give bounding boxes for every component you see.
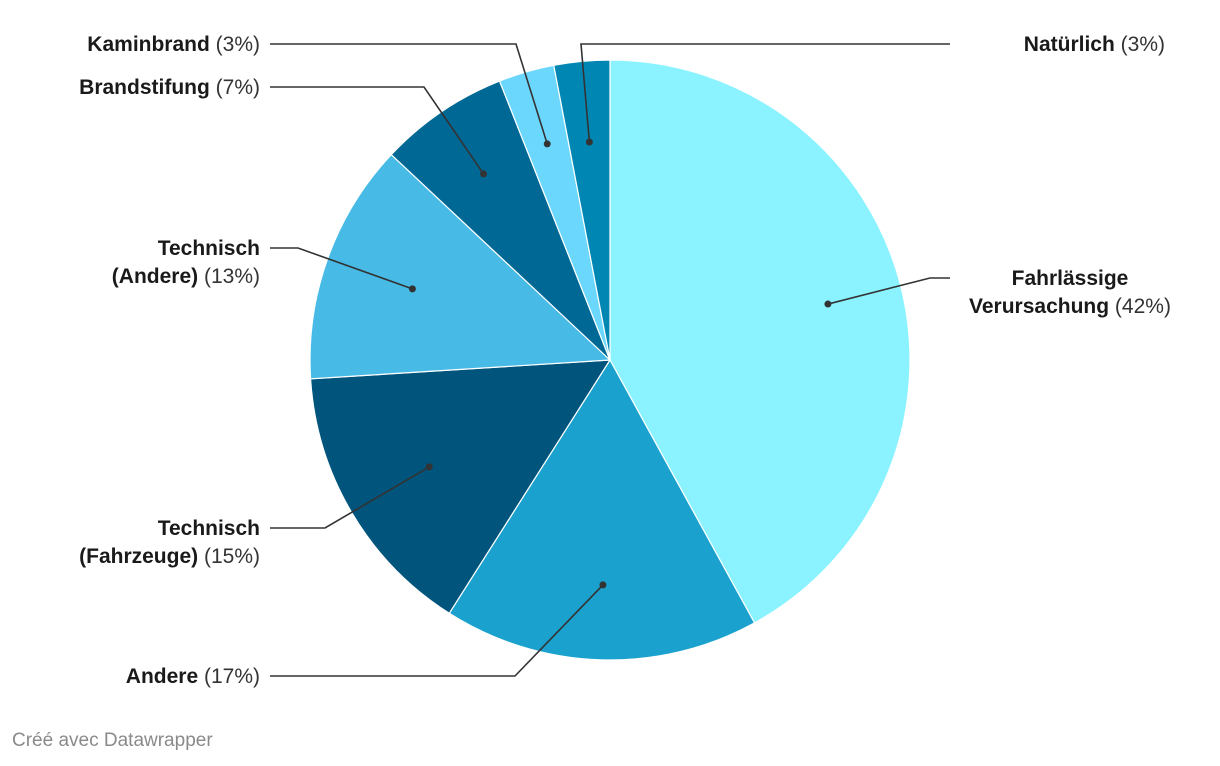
slice-label-name: Technisch xyxy=(158,237,260,260)
leader-line-4 xyxy=(270,86,485,175)
slice-label-name: Natürlich xyxy=(1024,33,1115,56)
slice-label-line: Technisch xyxy=(158,517,260,540)
slice-label-3: Technisch (Andere) (13%) xyxy=(112,237,260,288)
slice-label-4: Brandstifung (7%) xyxy=(79,76,260,99)
slice-label-6: Natürlich (3%) xyxy=(1024,33,1165,56)
leader-line-0 xyxy=(827,277,950,305)
slice-label-0: Fahrlässige Verursachung (42%) xyxy=(969,267,1171,318)
slice-label-line: Fahrlässige xyxy=(1012,267,1129,290)
slice-label-1: Andere (17%) xyxy=(126,665,260,688)
pie-slice-1 xyxy=(448,358,756,661)
slice-label-name: (Andere) xyxy=(112,265,198,288)
slice-label-name: Verursachung xyxy=(969,295,1109,318)
slice-label-percent: (3%) xyxy=(1115,33,1165,56)
slice-labels: Fahrlässige Verursachung (42%) Andere (17%… xyxy=(79,33,1171,688)
slice-label-name: (Fahrzeuge) xyxy=(79,545,198,568)
slice-label-percent: (13%) xyxy=(198,265,260,288)
slice-label-line: Technisch xyxy=(158,237,260,260)
leader-lines xyxy=(270,43,950,677)
slice-label-percent: (7%) xyxy=(210,76,260,99)
slice-label-name: Brandstifung xyxy=(79,76,210,99)
slice-label-line: Andere (17%) xyxy=(126,665,260,688)
leader-line-1 xyxy=(270,584,604,677)
slice-label-percent: (3%) xyxy=(210,33,260,56)
slice-label-line: (Andere) (13%) xyxy=(112,265,260,288)
leader-line-6 xyxy=(580,43,950,143)
slice-label-2: Technisch (Fahrzeuge) (15%) xyxy=(79,517,260,568)
slice-label-name: Fahrlässige xyxy=(1012,267,1129,290)
leader-line-2 xyxy=(270,466,430,529)
slice-label-5: Kaminbrand (3%) xyxy=(87,33,260,56)
slice-label-line: (Fahrzeuge) (15%) xyxy=(79,545,260,568)
slice-label-percent: (15%) xyxy=(198,545,260,568)
slice-label-percent: (17%) xyxy=(198,665,260,688)
slice-label-line: Natürlich (3%) xyxy=(1024,33,1165,56)
slice-label-line: Brandstifung (7%) xyxy=(79,76,260,99)
credit-footer: Créé avec Datawrapper xyxy=(12,730,213,751)
slice-label-name: Technisch xyxy=(158,517,260,540)
slice-label-percent: (42%) xyxy=(1109,295,1171,318)
slice-label-name: Andere xyxy=(126,665,198,688)
slice-label-name: Kaminbrand xyxy=(87,33,210,56)
pie-slices xyxy=(309,59,911,661)
slice-label-line: Kaminbrand (3%) xyxy=(87,33,260,56)
slice-label-line: Verursachung (42%) xyxy=(969,295,1171,318)
leader-line-3 xyxy=(270,247,413,290)
leader-line-5 xyxy=(270,43,548,145)
